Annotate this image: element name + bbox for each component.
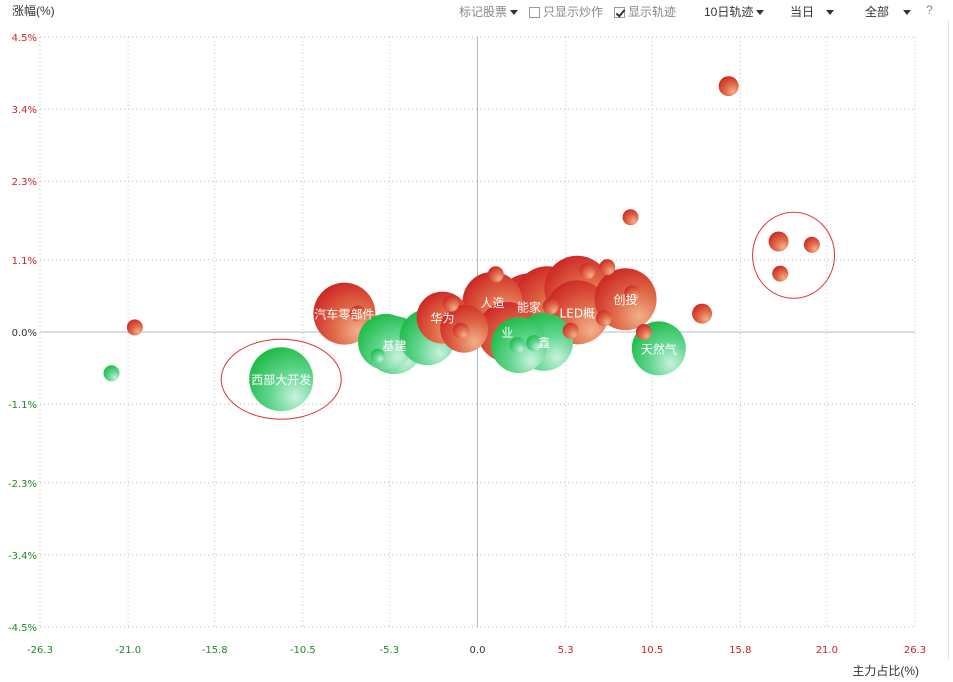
bubble-label: 创投 (614, 292, 638, 307)
bubble-point[interactable] (718, 76, 739, 97)
track-period-dropdown[interactable]: 10日轨迹 (704, 3, 765, 20)
checkbox-icon (529, 7, 540, 18)
chevron-down-icon (826, 10, 835, 16)
y-tick-label: 4.5% (12, 33, 37, 44)
bubble-point[interactable] (692, 303, 713, 324)
bubble-label: 业 (501, 326, 513, 340)
mark-stocks-label: 标记股票 (459, 5, 508, 19)
y-tick-label: 0.0% (12, 328, 37, 339)
bubble-point[interactable] (599, 259, 616, 276)
bubble-point[interactable] (313, 282, 376, 345)
chart-toolbar: 标记股票 只显示炒作 显示轨迹 10日轨迹 当日 全部 ? (0, 0, 953, 22)
bubble-point[interactable] (803, 236, 820, 253)
bubble-point[interactable] (526, 335, 543, 352)
bubble-point[interactable] (452, 322, 469, 339)
bubble-point[interactable] (595, 310, 612, 327)
day-label: 当日 (790, 5, 815, 19)
help-icon[interactable]: ? (926, 3, 933, 17)
bubble-point[interactable] (249, 347, 314, 412)
bubble-label: 汽车零部件 (314, 307, 374, 322)
bubble-point[interactable] (103, 365, 120, 382)
only-hype-label: 只显示炒作 (543, 5, 604, 19)
y-tick-label: 2.3% (12, 177, 37, 188)
bubble-point[interactable] (635, 324, 652, 340)
scope-label: 全部 (865, 5, 890, 19)
x-tick-label: 21.0 (816, 645, 838, 656)
bubble-label: 人造 (480, 296, 504, 310)
bubble-point[interactable] (370, 348, 385, 363)
bubble-label: 能家 (517, 299, 541, 314)
bubble-label: 天然气 (641, 341, 677, 356)
x-tick-label: 10.5 (641, 645, 663, 656)
y-tick-label: 1.1% (12, 256, 37, 267)
show-track-label: 显示轨迹 (628, 5, 677, 19)
checkbox-checked-icon (614, 7, 625, 18)
bubble-point[interactable] (542, 298, 559, 315)
x-tick-label: 0.0 (470, 645, 486, 656)
x-tick-label: 5.3 (558, 645, 574, 656)
y-tick-label: -3.4% (8, 551, 37, 562)
chevron-down-icon (903, 10, 912, 16)
right-scrollbar-track (948, 20, 949, 660)
x-tick-label: -5.3 (380, 645, 400, 656)
day-dropdown[interactable]: 当日 (790, 3, 835, 20)
y-tick-label: -2.3% (8, 479, 37, 490)
bubble-label: LED概 (560, 306, 596, 320)
bubble-point[interactable] (126, 319, 143, 336)
bubble-point[interactable] (562, 322, 579, 339)
bubble-label: 华为 (431, 312, 455, 326)
bubble-label: 西部大开发 (251, 372, 311, 387)
highlight-ring (752, 211, 836, 299)
y-tick-label: -4.5% (8, 623, 37, 634)
bubble-point[interactable] (442, 295, 459, 312)
bubble-point[interactable] (624, 285, 641, 302)
bubble-point[interactable] (509, 337, 526, 354)
x-tick-label: -21.0 (115, 645, 141, 656)
highlight-ring (220, 338, 342, 420)
bubble-point[interactable] (622, 209, 639, 226)
bubble-point[interactable] (349, 305, 366, 322)
bubble-point[interactable] (772, 265, 789, 282)
chevron-down-icon (756, 10, 765, 16)
bubble-point[interactable] (768, 231, 789, 252)
bubble-point[interactable] (579, 263, 596, 280)
x-tick-label: -15.8 (202, 645, 228, 656)
x-tick-label: -26.3 (27, 645, 53, 656)
x-axis-label: 主力占比(%) (852, 664, 919, 678)
x-tick-label: 26.3 (904, 645, 926, 656)
bubble-point[interactable] (487, 266, 504, 283)
bubble-label: 基建 (382, 339, 406, 353)
chevron-down-icon (510, 10, 519, 16)
y-tick-label: -1.1% (8, 400, 37, 411)
track-period-label: 10日轨迹 (704, 5, 754, 19)
bubble-label: 鑫 (538, 335, 550, 350)
show-track-checkbox[interactable]: 显示轨迹 (614, 3, 676, 20)
scope-dropdown[interactable]: 全部 (865, 3, 912, 20)
y-tick-label: 3.4% (12, 105, 37, 116)
only-hype-checkbox[interactable]: 只显示炒作 (529, 3, 603, 20)
y-axis-label: 涨幅(%) (12, 4, 55, 18)
x-tick-label: -10.5 (290, 645, 316, 656)
x-tick-label: 15.8 (729, 645, 751, 656)
mark-stocks-dropdown[interactable]: 标记股票 (459, 3, 519, 20)
